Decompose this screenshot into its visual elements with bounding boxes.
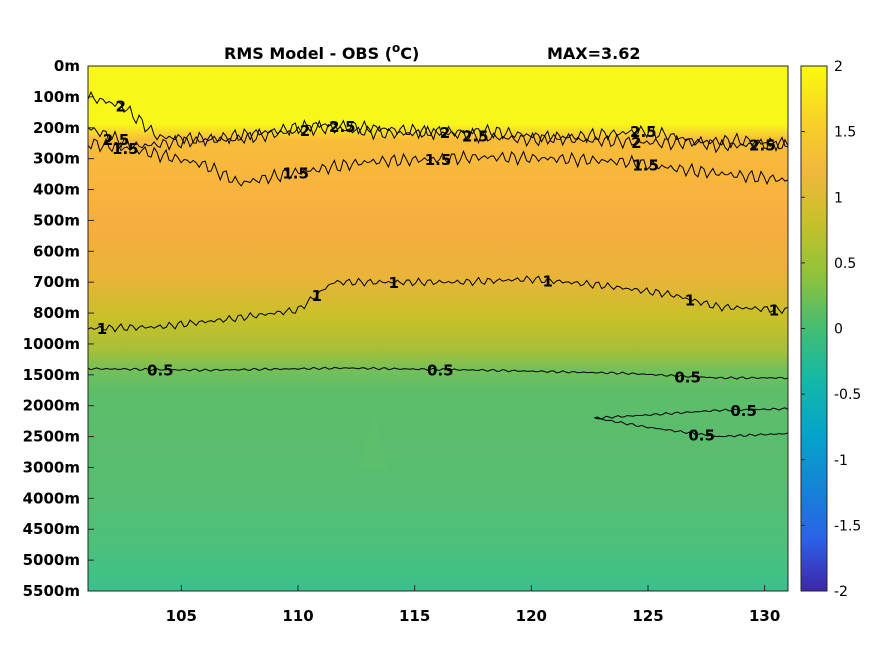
heatmap-patch: [360, 412, 388, 470]
colorbar-tick-label: 1: [834, 190, 843, 206]
colorbar-tick-label: 2: [834, 59, 843, 75]
contour-label: 1.5: [632, 157, 659, 175]
y-tick-label: 5500m: [23, 582, 80, 600]
contour-label: 0.5: [427, 362, 454, 380]
y-tick-label: 0m: [54, 57, 80, 75]
contour-label: 2.5: [329, 118, 356, 136]
y-tick-label: 5000m: [23, 551, 80, 569]
y-tick-label: 3000m: [23, 458, 80, 476]
max-label: MAX=3.62: [547, 44, 641, 63]
contour-label: 2: [115, 98, 125, 116]
contour-label: 1: [542, 273, 552, 291]
x-tick-label: 110: [282, 607, 313, 625]
y-tick-label: 600m: [33, 242, 80, 260]
x-tick-label: 120: [516, 607, 547, 625]
y-tick-label: 800m: [33, 304, 80, 322]
contour-label: 2.5: [103, 131, 130, 149]
y-tick-label: 100m: [33, 88, 80, 106]
colorbar-tick-label: -1: [834, 453, 848, 469]
y-tick-label: 500m: [33, 211, 80, 229]
x-tick-label: 105: [166, 607, 197, 625]
contour-label: 2.5: [630, 123, 657, 141]
y-tick-label: 2500m: [23, 428, 80, 446]
contour-label: 1.5: [112, 140, 139, 158]
x-tick-label: 125: [632, 607, 663, 625]
colorbar-tick-label: 0: [834, 322, 843, 338]
contour-lines: [88, 90, 788, 438]
contour-label: 1.5: [425, 151, 452, 169]
contour-label: 2.5: [462, 128, 489, 146]
chart-title: RMS Model - OBS (oC): [224, 41, 419, 63]
colorbar-ticks: 2 1.5 1 0.5 0 -0.5 -1 -1.5 -2: [801, 59, 861, 600]
contour-label: 1.5: [282, 165, 309, 183]
contour-line: [88, 275, 788, 333]
heatmap-field: [88, 66, 788, 591]
contour-label: 1: [311, 287, 321, 305]
x-axis: 105 110 115 120 125 130: [166, 585, 780, 625]
contour-label: 1: [97, 320, 107, 338]
contour-label: 0.5: [688, 426, 715, 444]
contour-label: 0.5: [674, 368, 701, 386]
colorbar-tick-label: -0.5: [834, 387, 861, 403]
contour-label: 2.5: [749, 136, 776, 154]
y-tick-label: 4500m: [23, 520, 80, 538]
colorbar-tick-label: -2: [834, 584, 848, 600]
y-axis: 0m 100m 200m 300m 400m 500m 600m 700m 800m 1000m 1…: [23, 57, 94, 600]
contour-line: [594, 407, 788, 420]
x-tick-label: 115: [399, 607, 430, 625]
contour-label: 0.5: [147, 362, 174, 380]
colorbar-tick-label: 0.5: [834, 256, 856, 272]
y-tick-label: 400m: [33, 181, 80, 199]
contour-label: 0.5: [730, 402, 757, 420]
contour-label: 2: [631, 134, 641, 152]
contour-label: 2: [300, 122, 310, 140]
colorbar: [800, 65, 828, 592]
contour-label: 1: [769, 301, 779, 319]
contour-label: 1: [388, 274, 398, 292]
plot-frame: [87, 65, 789, 592]
y-tick-label: 1000m: [23, 335, 80, 353]
contour-line: [594, 417, 788, 438]
contour-line: [88, 119, 788, 154]
x-tick-label: 130: [749, 607, 780, 625]
y-tick-label: 300m: [33, 150, 80, 168]
colorbar-tick-label: 1.5: [834, 125, 856, 141]
contour-label: 1: [685, 291, 695, 309]
contour-line: [88, 137, 788, 187]
y-tick-label: 200m: [33, 119, 80, 137]
y-tick-label: 2000m: [23, 397, 80, 415]
contour-label: 2: [440, 124, 450, 142]
contour-line: [88, 366, 788, 380]
colorbar-tick-label: -1.5: [834, 518, 861, 534]
y-tick-label: 700m: [33, 273, 80, 291]
y-tick-label: 4000m: [23, 489, 80, 507]
contour-line: [88, 90, 788, 151]
y-tick-label: 1500m: [23, 366, 80, 384]
